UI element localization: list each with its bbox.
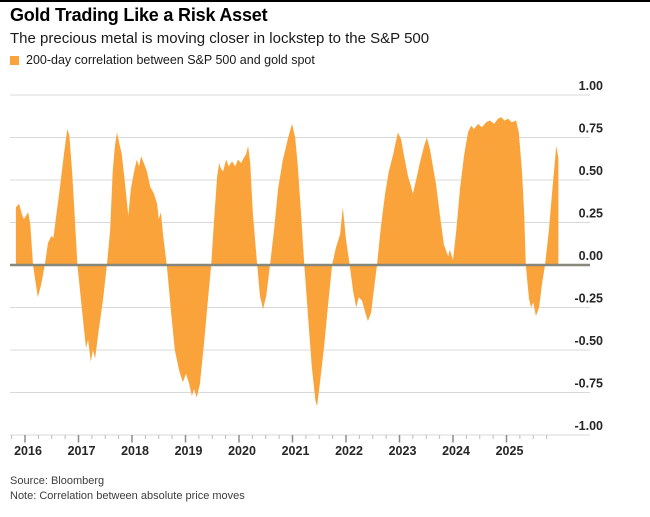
x-axis-year-label: 2019 <box>175 444 203 458</box>
y-axis-label: -1.00 <box>575 419 604 433</box>
note-line: Note: Correlation between absolute price… <box>10 490 245 502</box>
chart-subtitle: The precious metal is moving closer in l… <box>10 30 430 47</box>
y-axis-label: -0.75 <box>575 377 604 391</box>
legend-label: 200-day correlation between S&P 500 and … <box>26 53 315 67</box>
y-axis-label: 0.50 <box>579 164 603 178</box>
y-axis-label: -0.25 <box>575 292 604 306</box>
x-axis-year-label: 2024 <box>442 444 470 458</box>
y-axis-label: 0.75 <box>579 122 603 136</box>
x-axis-year-label: 2021 <box>282 444 310 458</box>
top-rule <box>0 0 650 2</box>
x-axis-year-label: 2017 <box>68 444 96 458</box>
y-axis-label: 0.00 <box>579 249 603 263</box>
x-axis-year-label: 2022 <box>335 444 363 458</box>
page-title: Gold Trading Like a Risk Asset <box>10 5 268 25</box>
x-axis-year-label: 2023 <box>389 444 417 458</box>
x-axis-year-label: 2018 <box>121 444 149 458</box>
x-axis-year-label: 2025 <box>496 444 524 458</box>
chart-legend: 200-day correlation between S&P 500 and … <box>10 53 315 67</box>
x-axis-year-label: 2020 <box>228 444 256 458</box>
correlation-area <box>15 117 559 407</box>
source-line: Source: Bloomberg <box>10 475 105 487</box>
chart-footer: Source: Bloomberg Note: Correlation betw… <box>10 474 245 504</box>
y-axis-label: -0.50 <box>575 334 604 348</box>
y-axis-label: 0.25 <box>579 207 603 221</box>
legend-swatch-icon <box>10 55 19 65</box>
y-axis-label: 1.00 <box>579 79 603 93</box>
x-axis-year-label: 2016 <box>14 444 42 458</box>
